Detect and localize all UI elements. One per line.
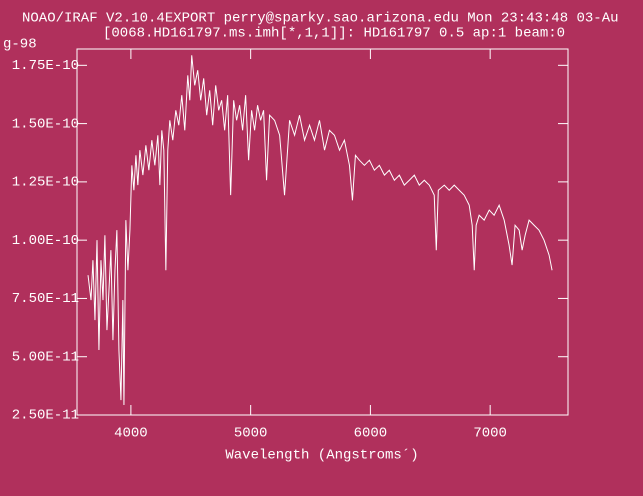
x-tick-label: 6000	[354, 426, 388, 442]
chart-title: NOAO/IRAF V2.10.4EXPORT perry@sparky.sao…	[22, 11, 619, 27]
x-tick-label: 7000	[473, 426, 507, 442]
y-tick-label: 1.00E-10	[12, 233, 79, 249]
x-axis-label: Wavelength (Angstroms´)	[225, 448, 418, 464]
y-tick-label: 1.75E-10	[12, 58, 79, 74]
chart-subtitle: [0068.HD161797.ms.imh[*,1,1]]: HD161797 …	[103, 26, 565, 42]
y-axis-label: g-98	[3, 37, 37, 53]
x-tick-label: 4000	[114, 426, 148, 442]
spectrum-line	[87, 55, 553, 405]
x-tick-label: 5000	[234, 426, 268, 442]
y-tick-label: 5.00E-11	[12, 349, 79, 365]
y-tick-label: 2.50E-11	[12, 408, 79, 424]
y-tick-label: 7.50E-11	[12, 291, 79, 307]
y-tick-label: 1.50E-10	[12, 116, 79, 132]
plot-frame	[76, 48, 569, 416]
y-tick-label: 1.25E-10	[12, 175, 79, 191]
